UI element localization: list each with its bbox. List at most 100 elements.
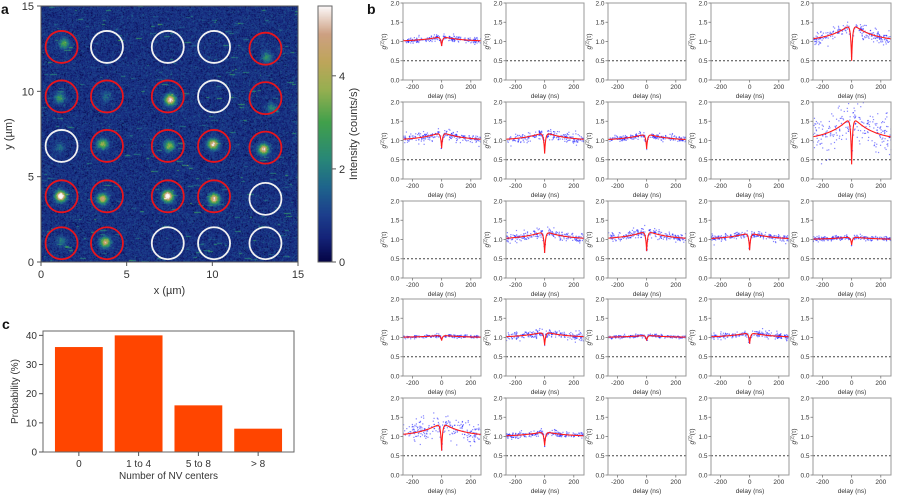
data-point xyxy=(665,233,667,235)
data-point xyxy=(622,139,624,141)
data-point xyxy=(458,335,460,337)
data-point xyxy=(739,233,741,235)
data-point xyxy=(846,107,848,109)
data-point xyxy=(654,235,656,237)
data-point xyxy=(406,141,409,143)
data-point xyxy=(866,36,868,38)
data-point xyxy=(533,336,535,339)
data-point xyxy=(657,238,659,241)
data-point xyxy=(659,236,662,238)
data-point xyxy=(444,134,446,136)
data-point xyxy=(635,237,637,239)
data-point xyxy=(847,21,849,23)
x-axis-label: delay (ns) xyxy=(633,488,662,495)
data-point xyxy=(426,132,429,134)
data-point xyxy=(575,337,577,340)
data-point xyxy=(547,135,550,137)
data-point xyxy=(736,231,738,233)
data-point xyxy=(878,42,880,44)
data-point xyxy=(403,337,406,339)
data-point xyxy=(515,135,517,138)
data-point xyxy=(862,25,864,27)
x-tick-label: 0 xyxy=(440,479,444,486)
ylabel-argument: (τ) xyxy=(381,428,388,435)
data-point xyxy=(551,231,553,233)
data-point xyxy=(846,236,849,238)
x-tick-label: 0 xyxy=(748,282,752,289)
data-point xyxy=(532,331,534,333)
data-point xyxy=(759,333,762,335)
y-tick-label: 1.5 xyxy=(698,415,707,422)
data-point xyxy=(680,234,682,236)
data-point xyxy=(826,136,828,138)
nv-site-circle-red xyxy=(44,226,79,261)
data-point xyxy=(419,443,421,446)
data-point xyxy=(575,238,578,240)
nv-site-circle-red xyxy=(248,31,283,66)
data-point xyxy=(867,123,869,125)
data-point xyxy=(831,236,834,238)
data-point xyxy=(547,135,549,137)
y-tick-label: 2.0 xyxy=(595,99,604,106)
data-point xyxy=(867,139,869,142)
y-axis-label: g(2)(τ) xyxy=(585,231,594,247)
data-point xyxy=(517,336,520,338)
data-point xyxy=(459,335,461,337)
data-point xyxy=(556,331,558,333)
data-point xyxy=(546,130,549,132)
data-point xyxy=(826,36,828,38)
data-point xyxy=(873,127,875,129)
data-point xyxy=(675,136,677,138)
data-point xyxy=(565,435,567,437)
data-point xyxy=(826,237,828,239)
data-point xyxy=(623,235,625,237)
data-point xyxy=(887,41,889,44)
data-point xyxy=(825,32,827,34)
data-point xyxy=(653,137,655,139)
data-point xyxy=(471,141,473,144)
data-point xyxy=(681,335,683,337)
data-point xyxy=(859,24,862,26)
data-point xyxy=(866,122,868,125)
data-point xyxy=(453,40,456,43)
data-point xyxy=(516,238,518,241)
data-point xyxy=(542,332,544,334)
data-point xyxy=(457,424,459,426)
data-point xyxy=(632,135,634,137)
data-point xyxy=(464,38,466,40)
data-point xyxy=(786,240,788,242)
data-point xyxy=(657,135,659,137)
data-point xyxy=(413,40,415,42)
data-point xyxy=(835,236,837,238)
x-tick-label: 200 xyxy=(568,84,579,91)
data-point xyxy=(428,424,430,427)
data-point xyxy=(627,234,630,236)
data-point xyxy=(557,136,559,138)
x-tick-label: -200 xyxy=(714,282,727,289)
data-point xyxy=(722,332,724,334)
data-point xyxy=(825,131,827,133)
data-point xyxy=(652,231,654,234)
data-point xyxy=(478,145,480,148)
x-tick-label: 0 xyxy=(38,269,44,281)
data-point xyxy=(636,229,638,231)
data-point xyxy=(453,430,455,433)
data-point xyxy=(872,37,875,39)
data-point xyxy=(569,139,571,141)
data-point xyxy=(740,233,742,235)
data-point xyxy=(857,237,860,240)
data-point xyxy=(833,141,836,144)
y-tick-label: 2.0 xyxy=(800,296,809,303)
data-point xyxy=(877,113,879,115)
data-point xyxy=(567,238,569,240)
data-point xyxy=(474,429,476,431)
y-tick-label: 0.0 xyxy=(595,176,604,183)
data-point xyxy=(681,337,683,339)
data-point xyxy=(456,444,458,446)
data-point xyxy=(574,238,576,240)
data-point xyxy=(854,28,856,30)
data-point xyxy=(886,41,889,43)
data-point xyxy=(659,336,661,338)
data-point xyxy=(468,424,471,426)
